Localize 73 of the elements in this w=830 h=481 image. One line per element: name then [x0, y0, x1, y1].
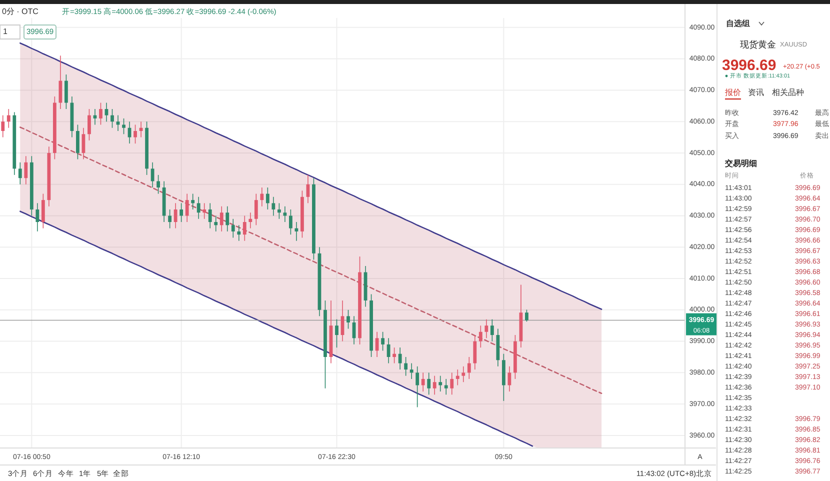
candlestick [421, 372, 425, 392]
candlestick [202, 202, 206, 220]
candlestick [18, 162, 22, 185]
candlestick [416, 366, 420, 408]
candlestick [254, 193, 258, 226]
candlestick [76, 124, 80, 160]
candlestick [122, 118, 126, 135]
text: 现货黄金 [740, 39, 776, 50]
candlestick [467, 356, 471, 380]
candlestick [272, 196, 276, 216]
candlestick [277, 202, 281, 220]
candlestick [104, 102, 108, 122]
candlestick [226, 206, 230, 232]
candlestick [478, 325, 482, 348]
candlestick [214, 215, 218, 232]
candlestick [335, 318, 338, 348]
candlestick [36, 202, 40, 232]
candlestick [208, 202, 212, 229]
candlestick [462, 366, 466, 382]
candlestick [438, 375, 442, 392]
candlestick [196, 196, 200, 220]
candlestick [231, 218, 235, 238]
candlestick [58, 55, 62, 110]
candlestick [490, 318, 494, 342]
candlestick [432, 375, 436, 396]
candlestick [427, 372, 431, 396]
candlestick [456, 369, 460, 386]
candlestick [248, 212, 252, 229]
candlestick [24, 156, 28, 185]
candlestick [6, 108, 10, 128]
text: 报价 [724, 88, 741, 98]
candlestick [473, 334, 477, 370]
candlestick [156, 174, 160, 194]
text: 自选组 [726, 19, 750, 28]
candlestick [410, 362, 414, 380]
candlestick [288, 209, 292, 235]
candlestick [134, 124, 137, 144]
candlestick [525, 309, 528, 322]
candlestick [191, 193, 195, 210]
candlestick [242, 215, 246, 242]
annotation: 1 [3, 27, 8, 36]
candlestick [283, 206, 287, 222]
candlestick [294, 222, 298, 242]
candlestick [237, 224, 241, 242]
text: 0分 · OTC [2, 7, 39, 16]
text: 相关品种 [772, 88, 804, 98]
candlestick [404, 356, 408, 376]
candlestick [392, 347, 396, 364]
candlestick [450, 372, 454, 396]
candlestick [99, 102, 102, 126]
candlestick [41, 193, 45, 229]
candlestick [174, 202, 178, 229]
candlestick [168, 209, 172, 229]
candlestick [508, 366, 512, 392]
candlestick [266, 187, 270, 210]
text: 交易明细 [724, 158, 757, 168]
candlestick [484, 318, 488, 339]
candlestick [398, 347, 402, 370]
candlestick [110, 108, 114, 128]
candlestick [220, 206, 224, 232]
candlestick [386, 338, 390, 364]
line-series [19, 126, 602, 394]
candlestick [381, 331, 384, 352]
candlestick [180, 202, 184, 222]
candlestick [88, 108, 91, 141]
candlestick [1, 114, 5, 138]
candlestick [444, 378, 448, 396]
candlestick [346, 310, 350, 330]
candlestick [64, 74, 68, 110]
text: 资讯 [748, 88, 764, 98]
candlestick [260, 187, 264, 207]
candlestick [185, 193, 189, 222]
text: 3996.69 [722, 56, 776, 74]
